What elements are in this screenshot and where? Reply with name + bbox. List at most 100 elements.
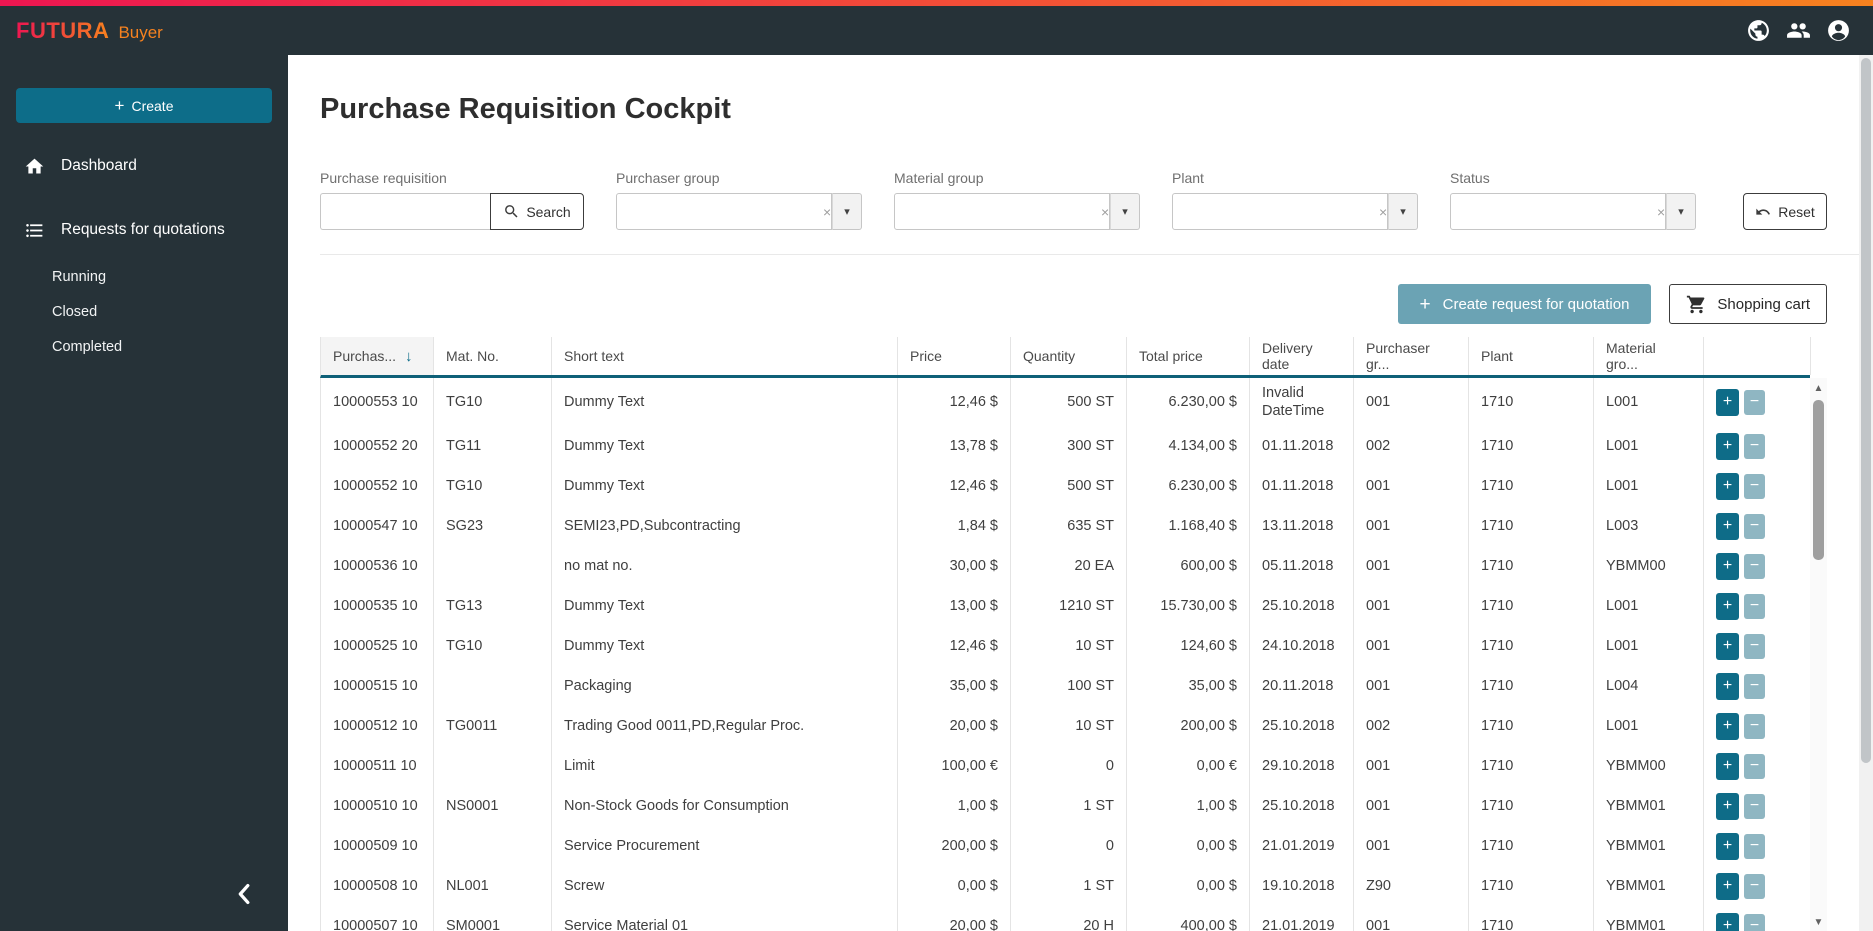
sidebar-subnav: Running Closed Completed — [0, 259, 288, 364]
cell-purchase-requisition: 10000508 10 — [321, 866, 434, 906]
column-header-actions[interactable] — [1704, 337, 1811, 375]
page-title: Purchase Requisition Cockpit — [320, 93, 731, 125]
remove-from-cart-button[interactable]: − — [1744, 473, 1765, 499]
brand-name: FUTURA — [16, 17, 110, 43]
add-to-cart-button[interactable]: + — [1716, 632, 1739, 660]
column-header-plant[interactable]: Plant — [1469, 337, 1594, 375]
reset-button-label: Reset — [1778, 203, 1815, 220]
dropdown-button[interactable]: ▾ — [832, 193, 862, 230]
page-scrollbar-thumb[interactable] — [1861, 58, 1871, 763]
column-header-quantity[interactable]: Quantity — [1011, 337, 1127, 375]
column-header-total-price[interactable]: Total price — [1127, 337, 1250, 375]
chevron-down-icon: ▾ — [1678, 206, 1684, 218]
purchase-requisition-input[interactable] — [320, 193, 490, 230]
add-to-cart-button[interactable]: + — [1716, 792, 1739, 820]
table-row[interactable]: 10000547 10 SG23 SEMI23,PD,Subcontracting 1… — [321, 506, 1810, 546]
table-row[interactable]: 10000515 10 Packaging 35,00 $100 ST 35,00 $… — [321, 666, 1810, 706]
scroll-down-icon[interactable]: ▼ — [1813, 916, 1824, 928]
remove-from-cart-button[interactable]: − — [1744, 389, 1765, 415]
column-header-material-group[interactable]: Material gro... — [1594, 337, 1704, 375]
account-icon[interactable] — [1826, 18, 1851, 43]
search-button[interactable]: Search — [490, 193, 584, 230]
add-to-cart-button[interactable]: + — [1716, 388, 1739, 416]
table-row[interactable]: 10000511 10 Limit 100,00 €0 0,00 €29.10.201… — [321, 746, 1810, 786]
remove-from-cart-button[interactable]: − — [1744, 633, 1765, 659]
brand-logo[interactable]: FUTURA Buyer — [16, 18, 163, 44]
column-header-price[interactable]: Price — [898, 337, 1011, 375]
table-row[interactable]: 10000536 10 no mat no. 30,00 $20 EA 600,00 … — [321, 546, 1810, 586]
table-row[interactable]: 10000512 10 TG0011 Trading Good 0011,PD,Re… — [321, 706, 1810, 746]
remove-from-cart-button[interactable]: − — [1744, 673, 1765, 699]
table-row[interactable]: 10000507 10 SM0001 Service Material 01 20,0… — [321, 906, 1810, 931]
column-header-delivery-date[interactable]: Delivery date — [1250, 337, 1354, 375]
remove-from-cart-button[interactable]: − — [1744, 833, 1765, 859]
remove-from-cart-button[interactable]: − — [1744, 913, 1765, 931]
remove-from-cart-button[interactable]: − — [1744, 593, 1765, 619]
column-header-purchaser-group[interactable]: Purchaser gr... — [1354, 337, 1469, 375]
clear-icon[interactable]: × — [1101, 203, 1110, 220]
add-to-cart-button[interactable]: + — [1716, 432, 1739, 460]
collapse-sidebar-button[interactable] — [228, 879, 262, 913]
add-to-cart-button[interactable]: + — [1716, 672, 1739, 700]
column-header-short-text[interactable]: Short text — [552, 337, 898, 375]
sidebar-item-dashboard[interactable]: Dashboard — [0, 147, 288, 185]
sidebar-item-completed[interactable]: Completed — [0, 329, 288, 364]
add-to-cart-button[interactable]: + — [1716, 752, 1739, 780]
table-row[interactable]: 10000525 10 TG10 Dummy Text 12,46 $10 ST 124… — [321, 626, 1810, 666]
add-to-cart-button[interactable]: + — [1716, 912, 1739, 931]
clear-icon[interactable]: × — [1379, 203, 1388, 220]
add-to-cart-button[interactable]: + — [1716, 872, 1739, 900]
sidebar-item-requests-for-quotations[interactable]: Requests for quotations — [0, 211, 288, 249]
sidebar-item-closed[interactable]: Closed — [0, 294, 288, 329]
remove-from-cart-button[interactable]: − — [1744, 553, 1765, 579]
create-rfq-button[interactable]: + Create request for quotation — [1397, 284, 1652, 324]
table-scrollbar[interactable]: ▲ ▼ — [1810, 378, 1827, 931]
table-row[interactable]: 10000510 10 NS0001 Non-Stock Goods for Con… — [321, 786, 1810, 826]
team-icon[interactable] — [1786, 18, 1811, 43]
remove-from-cart-button[interactable]: − — [1744, 793, 1765, 819]
column-header-material-no[interactable]: Mat. No. — [434, 337, 552, 375]
create-button[interactable]: + Create — [16, 88, 272, 123]
scroll-up-icon[interactable]: ▲ — [1813, 382, 1824, 394]
clear-icon[interactable]: × — [823, 203, 832, 220]
table-row[interactable]: 10000535 10 TG13 Dummy Text 13,00 $1210 ST 1… — [321, 586, 1810, 626]
status-input[interactable] — [1451, 194, 1648, 229]
page-scrollbar[interactable] — [1859, 55, 1873, 931]
table-scrollbar-thumb[interactable] — [1813, 400, 1824, 560]
add-to-cart-button[interactable]: + — [1716, 552, 1739, 580]
dropdown-button[interactable]: ▾ — [1388, 193, 1418, 230]
globe-icon[interactable] — [1746, 18, 1771, 43]
table-row[interactable]: 10000553 10 TG10 Dummy Text 12,46 $500 ST 6.… — [321, 378, 1810, 426]
remove-from-cart-button[interactable]: − — [1744, 713, 1765, 739]
cell-price: 12,46 $ — [898, 378, 1011, 426]
remove-from-cart-button[interactable]: − — [1744, 753, 1765, 779]
table-row[interactable]: 10000508 10 NL001 Screw 0,00 $1 ST 0,00 $19.… — [321, 866, 1810, 906]
table-row[interactable]: 10000509 10 Service Procurement 200,00 $0 0… — [321, 826, 1810, 866]
dropdown-button[interactable]: ▾ — [1666, 193, 1696, 230]
remove-from-cart-button[interactable]: − — [1744, 513, 1765, 539]
cell-purchaser-group: 001 — [1354, 746, 1469, 786]
clear-icon[interactable]: × — [1657, 203, 1666, 220]
shopping-cart-button[interactable]: Shopping cart — [1669, 284, 1827, 324]
add-to-cart-button[interactable]: + — [1716, 712, 1739, 740]
cell-quantity: 0 — [1011, 746, 1127, 786]
table-row[interactable]: 10000552 10 TG10 Dummy Text 12,46 $500 ST 6.… — [321, 466, 1810, 506]
add-to-cart-button[interactable]: + — [1716, 832, 1739, 860]
cell-purchase-requisition: 10000515 10 — [321, 666, 434, 706]
cell-material-no — [434, 666, 552, 706]
column-header-purchase-requisition[interactable]: Purchas... ↓ — [321, 337, 434, 375]
add-to-cart-button[interactable]: + — [1716, 512, 1739, 540]
sort-descending-icon[interactable]: ↓ — [405, 347, 413, 365]
add-to-cart-button[interactable]: + — [1716, 592, 1739, 620]
dropdown-button[interactable]: ▾ — [1110, 193, 1140, 230]
remove-from-cart-button[interactable]: − — [1744, 433, 1765, 459]
material-group-input[interactable] — [895, 194, 1092, 229]
table-row[interactable]: 10000552 20 TG11 Dummy Text 13,78 $300 ST 4.… — [321, 426, 1810, 466]
cell-purchase-requisition: 10000535 10 — [321, 586, 434, 626]
plant-input[interactable] — [1173, 194, 1370, 229]
sidebar-item-running[interactable]: Running — [0, 259, 288, 294]
purchaser-group-input[interactable] — [617, 194, 814, 229]
remove-from-cart-button[interactable]: − — [1744, 873, 1765, 899]
add-to-cart-button[interactable]: + — [1716, 472, 1739, 500]
reset-button[interactable]: Reset — [1743, 193, 1827, 230]
